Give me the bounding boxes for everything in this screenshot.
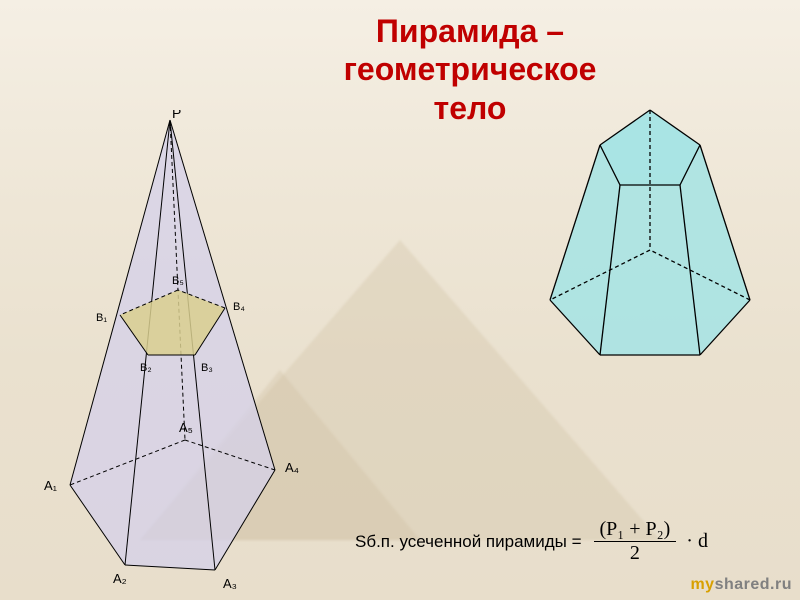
formula-numerator: (P₁ + P₂) — [594, 518, 677, 542]
svg-text:B₅: B₅ — [172, 275, 184, 287]
formula-denominator: 2 — [624, 542, 646, 565]
svg-text:B₄: B₄ — [233, 301, 245, 313]
watermark-suffix: shared.ru — [715, 576, 792, 593]
svg-text:B₂: B₂ — [140, 362, 152, 374]
svg-text:A₅: A₅ — [179, 420, 193, 435]
formula-fraction: (P₁ + P₂) 2 — [594, 518, 677, 565]
svg-text:A₁: A₁ — [44, 478, 58, 493]
formula-lhs: Sб.п. усеченной пирамиды = — [355, 532, 582, 552]
formula-tail: · d — [686, 530, 708, 553]
full-pyramid-diagram: P A₁ A₂ A₃ A₄ A₅ B₁ B₂ B₃ B₄ B₅ — [20, 110, 320, 590]
watermark: myshared.ru — [690, 576, 792, 594]
svg-text:P: P — [172, 110, 181, 121]
svg-text:B₃: B₃ — [201, 362, 213, 374]
frustum-diagram — [520, 80, 780, 380]
formula: Sб.п. усеченной пирамиды = (P₁ + P₂) 2 ·… — [355, 518, 708, 565]
svg-text:A₃: A₃ — [223, 576, 237, 590]
title-line-1: Пирамида – — [260, 12, 680, 50]
svg-text:B₁: B₁ — [96, 312, 107, 324]
svg-text:A₂: A₂ — [113, 571, 127, 586]
slide-root: Пирамида – геометрическое тело PA₁A₂A₃A₄… — [0, 0, 800, 600]
watermark-prefix: my — [690, 576, 714, 593]
svg-text:A₄: A₄ — [285, 460, 299, 475]
